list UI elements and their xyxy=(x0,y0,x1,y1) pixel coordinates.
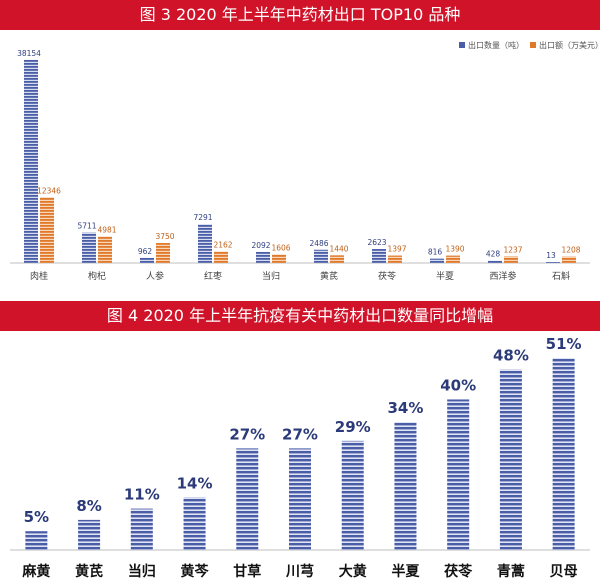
growth-bar-8 xyxy=(394,422,417,550)
bar-value-1 xyxy=(40,197,54,263)
bar-value-7 xyxy=(388,255,402,263)
growth-label-5: 27% xyxy=(229,425,265,443)
bar-value-10 xyxy=(562,256,576,263)
data-label-value-6: 1440 xyxy=(329,244,348,253)
growth-category-2: 黄芪 xyxy=(75,563,103,580)
bar-value-4 xyxy=(214,251,228,263)
bar-value-5 xyxy=(272,254,286,263)
data-label-quantity-10: 13 xyxy=(546,251,556,260)
growth-label-2: 8% xyxy=(76,497,101,515)
growth-bar-11 xyxy=(552,358,575,550)
chart2-plot: 5% 麻黄 8% 黄芪 11% 当归 14% 黄芩 27% 甘草 27% 川芎 29% 大黄 34% 半夏 40… xyxy=(10,335,590,580)
category-label-3: 人参 xyxy=(146,270,164,282)
data-label-quantity-2: 5711 xyxy=(77,222,96,231)
bar-value-6 xyxy=(330,255,344,263)
data-label-quantity-9: 428 xyxy=(486,250,501,259)
growth-bar-7 xyxy=(341,440,364,550)
category-label-1: 肉桂 xyxy=(30,270,48,282)
data-label-quantity-3: 962 xyxy=(138,247,153,256)
category-label-5: 当归 xyxy=(262,270,280,282)
data-label-quantity-6: 2486 xyxy=(309,239,328,248)
growth-category-5: 甘草 xyxy=(233,563,261,580)
category-label-9: 西洋参 xyxy=(489,270,516,282)
bar-quantity-3 xyxy=(140,257,154,263)
growth-bar-5 xyxy=(236,448,259,550)
growth-category-6: 川芎 xyxy=(285,563,314,580)
bar-quantity-2 xyxy=(82,232,96,263)
growth-category-11: 贝母 xyxy=(550,564,578,580)
legend-swatch-quantity xyxy=(459,42,465,48)
growth-label-4: 14% xyxy=(177,474,213,492)
data-label-quantity-1: 38154 xyxy=(17,49,41,58)
growth-label-8: 34% xyxy=(388,399,424,417)
bar-value-9 xyxy=(504,256,518,263)
growth-bar-2 xyxy=(78,519,101,550)
growth-category-7: 大黄 xyxy=(339,563,367,580)
data-label-quantity-7: 2623 xyxy=(367,238,386,247)
growth-label-3: 11% xyxy=(124,486,160,504)
growth-label-7: 29% xyxy=(335,418,371,436)
growth-label-1: 5% xyxy=(24,508,49,526)
data-label-value-3: 3750 xyxy=(155,232,174,241)
data-label-value-2: 4981 xyxy=(97,225,116,234)
category-label-4: 红枣 xyxy=(204,270,222,282)
bar-value-3 xyxy=(156,243,170,263)
category-label-10: 石斛 xyxy=(552,270,570,282)
legend-swatch-value xyxy=(530,42,536,48)
bar-quantity-9 xyxy=(488,260,502,263)
growth-bar-10 xyxy=(499,369,522,550)
growth-category-3: 当归 xyxy=(128,563,156,580)
data-label-value-9: 1237 xyxy=(503,245,522,254)
bar-quantity-5 xyxy=(256,251,270,263)
growth-category-9: 茯苓 xyxy=(443,563,473,580)
bar-quantity-4 xyxy=(198,224,212,263)
bar-quantity-1 xyxy=(24,59,38,263)
growth-label-9: 40% xyxy=(440,376,476,394)
growth-category-10: 青蒿 xyxy=(497,563,525,580)
chart1-legend: 出口数量（吨） 出口额（万美元） xyxy=(459,40,600,50)
bar-value-8 xyxy=(446,255,460,263)
data-label-quantity-4: 7291 xyxy=(193,213,212,222)
growth-bar-4 xyxy=(183,497,206,550)
data-label-value-4: 2162 xyxy=(213,240,232,249)
growth-label-11: 51% xyxy=(546,335,582,353)
growth-category-8: 半夏 xyxy=(391,563,420,580)
growth-label-6: 27% xyxy=(282,425,318,443)
category-label-7: 茯苓 xyxy=(378,270,396,282)
legend-label-value: 出口额（万美元） xyxy=(539,40,600,50)
data-label-value-10: 1208 xyxy=(561,246,580,255)
growth-label-10: 48% xyxy=(493,346,529,364)
data-label-value-7: 1397 xyxy=(387,245,406,254)
growth-category-4: 黄芩 xyxy=(181,563,210,580)
data-label-quantity-5: 2092 xyxy=(251,241,270,250)
chart1-title: 图 3 2020 年上半年中药材出口 TOP10 品种 xyxy=(0,0,600,30)
legend-label-quantity: 出口数量（吨） xyxy=(468,40,524,50)
bar-quantity-8 xyxy=(430,258,444,263)
data-label-value-1: 12346 xyxy=(37,186,61,195)
data-label-quantity-8: 816 xyxy=(428,248,443,257)
bar-quantity-6 xyxy=(314,249,328,263)
bar-value-2 xyxy=(98,236,112,263)
chart2-title: 图 4 2020 年上半年抗疫有关中药材出口数量同比增幅 xyxy=(0,301,600,331)
category-label-8: 半夏 xyxy=(436,270,454,282)
growth-bar-6 xyxy=(289,448,311,550)
growth-bar-3 xyxy=(130,508,153,550)
category-label-6: 黄芪 xyxy=(320,270,338,282)
growth-category-1: 麻黄 xyxy=(21,563,50,580)
bar-quantity-10 xyxy=(546,262,560,263)
growth-bar-1 xyxy=(25,531,48,550)
chart1-plot: 出口数量（吨） 出口额（万美元） 38154 12346 肉桂 5711 4981 枸杞 9… xyxy=(10,40,600,282)
bar-quantity-7 xyxy=(372,249,386,263)
category-label-2: 枸杞 xyxy=(88,270,106,282)
growth-bar-9 xyxy=(447,399,470,550)
data-label-value-8: 1390 xyxy=(445,245,464,254)
data-label-value-5: 1606 xyxy=(271,243,290,252)
